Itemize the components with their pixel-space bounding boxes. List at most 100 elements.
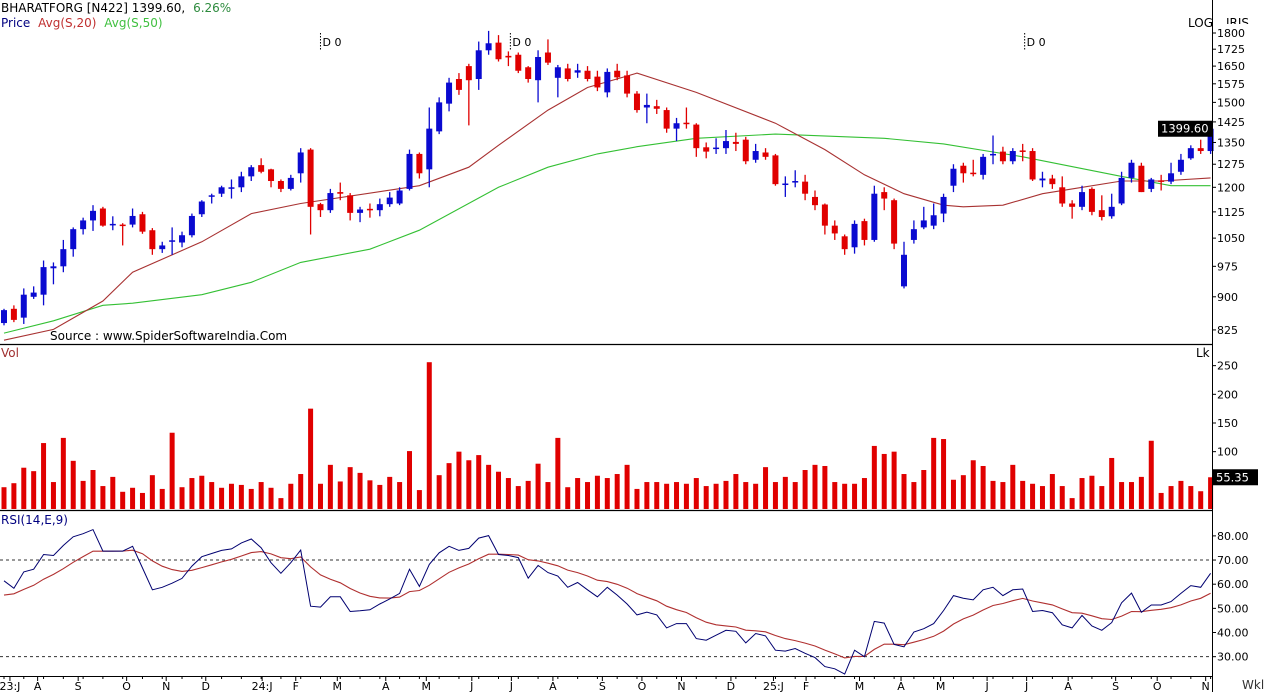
volume-bar [1208,477,1214,509]
candle-up [50,262,57,285]
volume-bar [496,471,502,509]
volume-bar [130,487,136,509]
time-tick-label: J [1024,680,1028,692]
volume-bar [308,408,314,509]
volume-bar [792,482,798,509]
candle-down [317,202,324,217]
time-tick-label: 25:J [763,680,784,692]
volume-bar [159,488,165,509]
volume-bar [575,478,581,509]
legend-ma50[interactable]: Avg(S,50) [104,16,162,30]
volume-bar [21,467,27,509]
candle-body [841,236,848,250]
candle-body [1069,203,1076,207]
volume-bar [169,432,175,509]
candle-up [248,165,255,182]
candle-up [1187,145,1194,160]
volume-bar [1000,482,1006,509]
candle-body [50,266,57,269]
candle-body [584,70,591,80]
time-tick-label: S [599,680,606,692]
volume-bar [614,474,620,509]
candle-body [1029,151,1036,180]
volume-bar [733,474,739,509]
volume-bar [960,475,966,509]
candle-up [901,241,908,289]
candle-up [208,193,215,204]
candle-up [218,185,225,197]
volume-bar [70,460,76,509]
volume-bar [1188,486,1194,509]
candle-body [574,70,581,73]
price-tick-label: 1575 [1217,78,1245,91]
candle-up [188,213,195,238]
volume-bar [1178,480,1184,509]
volume-bar [456,451,462,509]
volume-bar [515,486,521,509]
candle-body [357,209,364,213]
volume-bar [812,464,818,509]
volume-bar [891,451,897,509]
candle-body [792,181,799,183]
candle-down [1197,139,1204,154]
candle-down [525,66,532,83]
candle-up [30,286,37,299]
candle-body [722,141,729,149]
candle-down [1158,174,1165,191]
log-scale-label[interactable]: LOG [1188,16,1213,30]
candle-body [871,193,878,240]
candle-down [366,203,373,218]
volume-bar [476,455,482,509]
volume-bar [1069,498,1075,509]
candle-down [10,305,17,323]
candle-up [1079,185,1086,211]
volume-bar [100,486,106,509]
candle-down [693,123,700,157]
candle-down [703,142,710,159]
volume-bar [565,487,571,509]
volume-bar [545,482,551,509]
last-price: 1399.60, [132,1,185,15]
candle-body [376,204,383,211]
candle-body [1088,188,1095,212]
candle-body [633,93,640,111]
legend-ma20[interactable]: Avg(S,20) [38,16,96,30]
candle-body [228,187,235,189]
volume-bar [525,480,531,509]
candle-up [554,64,561,98]
volume-bar [1198,491,1204,509]
candle-body [20,294,27,318]
candle-down [505,51,512,67]
price-tick-label: 1500 [1217,96,1245,109]
candle-down [307,148,314,235]
candle-down [653,99,660,114]
volume-bar [357,472,363,509]
candle-up [406,149,413,191]
candle-down [821,203,828,235]
candle-body [752,151,759,160]
volume-tick-label: 100 [1217,446,1238,459]
ma20-line [3,72,1211,341]
volume-bar [644,482,650,509]
timeframe-label[interactable]: Wkl [1242,678,1264,692]
candle-down [861,218,868,246]
candle-body [287,177,294,189]
price-tick-label: 1200 [1217,181,1245,194]
volume-bar [1039,486,1045,509]
candle-down [881,187,888,211]
candle-body [1098,210,1105,217]
volume-bar [60,437,66,509]
volume-bar [80,480,86,509]
candle-down [811,190,818,211]
candle-up [80,217,87,235]
volume-bar [41,443,47,509]
volume-bar [555,437,561,509]
price-tick-label: 1050 [1217,232,1245,245]
volume-bar [802,470,808,509]
candle-down [594,70,601,92]
candle-up [70,227,77,257]
legend-price[interactable]: Price [1,16,30,30]
candle-body [821,204,828,226]
candle-down [960,162,967,183]
